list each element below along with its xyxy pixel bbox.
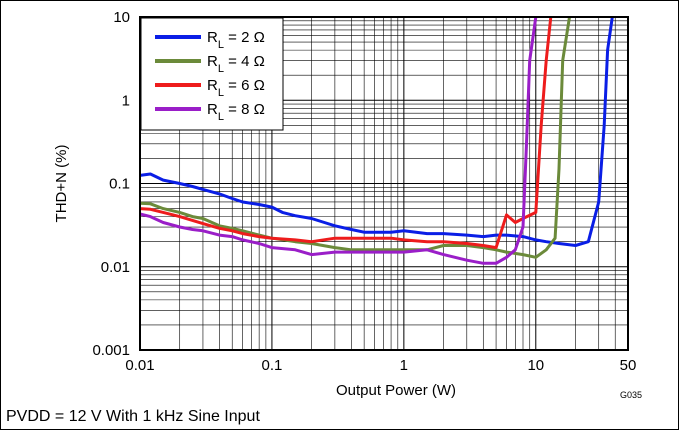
y-tick-label: 10 (113, 9, 130, 26)
x-tick-label: 0.01 (125, 357, 154, 374)
plot-area-border (139, 16, 629, 351)
x-axis-label: Output Power (W) (336, 382, 456, 399)
series-line-2 (139, 16, 571, 259)
legend-label-4: RL = 8 Ω (207, 101, 265, 123)
figure-caption: PVDD = 12 V With 1 kHz Sine Input (6, 408, 260, 425)
series-line-1 (139, 16, 614, 247)
x-tick-label: 50 (620, 357, 637, 374)
y-axis-label: THD+N (%) (53, 145, 70, 223)
x-tick-label: 10 (527, 357, 544, 374)
y-tick-label: 1 (122, 92, 130, 109)
graph-id: G035 (620, 390, 643, 400)
x-tick-label: 0.1 (261, 357, 282, 374)
series-layer (139, 16, 614, 265)
series-line-3 (139, 16, 553, 250)
legend-label-1: RL = 2 Ω (207, 29, 265, 51)
y-tick-label: 0.001 (92, 342, 130, 359)
x-tick-label: 1 (400, 357, 408, 374)
y-tick-label: 0.01 (101, 259, 130, 276)
legend: RL = 2 ΩRL = 4 ΩRL = 6 ΩRL = 8 Ω (140, 17, 284, 131)
legend-label-3: RL = 6 Ω (207, 77, 265, 99)
y-tick-label: 0.1 (109, 176, 130, 193)
legend-label-2: RL = 4 Ω (207, 53, 265, 75)
series-line-4 (139, 16, 538, 265)
